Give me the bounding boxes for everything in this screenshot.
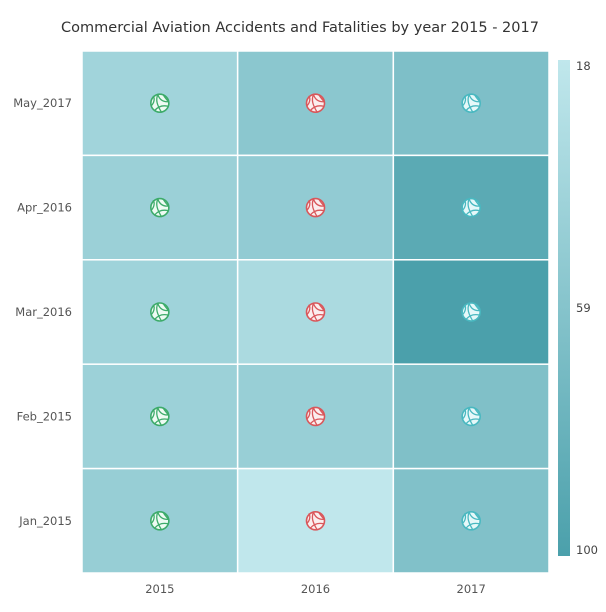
volleyball-icon <box>150 510 170 531</box>
y-axis-labels: May_2017 Apr_2016 Mar_2016 Feb_2015 Jan_2015 <box>13 96 72 528</box>
volleyball-icon <box>305 510 326 531</box>
cell-markers <box>150 93 481 531</box>
volleyball-icon <box>305 302 326 322</box>
volleyball-icon <box>461 406 481 427</box>
volleyball-icon <box>305 406 326 427</box>
y-tick-label: Apr_2016 <box>17 201 72 215</box>
y-tick-label: Mar_2016 <box>15 305 72 319</box>
volleyball-icon <box>461 302 481 322</box>
volleyball-icon <box>461 197 481 218</box>
volleyball-icon <box>461 510 481 531</box>
x-tick-label: 2015 <box>145 582 174 596</box>
volleyball-icon <box>150 197 170 218</box>
y-tick-label: May_2017 <box>13 96 72 110</box>
chart-title: Commercial Aviation Accidents and Fatali… <box>61 20 539 36</box>
heatmap-cell[interactable] <box>236 259 395 365</box>
volleyball-icon <box>150 93 170 113</box>
y-tick-label: Feb_2015 <box>17 409 72 423</box>
y-tick-label: Jan_2015 <box>18 514 72 528</box>
legend-gradient-bar <box>558 60 570 556</box>
x-tick-label: 2016 <box>301 582 330 596</box>
legend-tick-label: 100 <box>576 543 598 557</box>
volleyball-icon <box>150 406 170 427</box>
volleyball-icon <box>150 302 170 322</box>
x-tick-label: 2017 <box>457 582 486 596</box>
volleyball-icon <box>305 93 326 113</box>
heatmap-cell[interactable] <box>236 467 395 574</box>
legend-tick-label: 18 <box>576 59 591 73</box>
volleyball-icon <box>305 197 326 218</box>
legend-tick-label: 59 <box>576 301 591 315</box>
color-legend: 18 59 100 <box>558 59 598 557</box>
x-axis-labels: 2015 2016 2017 <box>145 582 486 596</box>
heatmap-cell[interactable] <box>392 467 550 574</box>
volleyball-icon <box>461 93 481 113</box>
